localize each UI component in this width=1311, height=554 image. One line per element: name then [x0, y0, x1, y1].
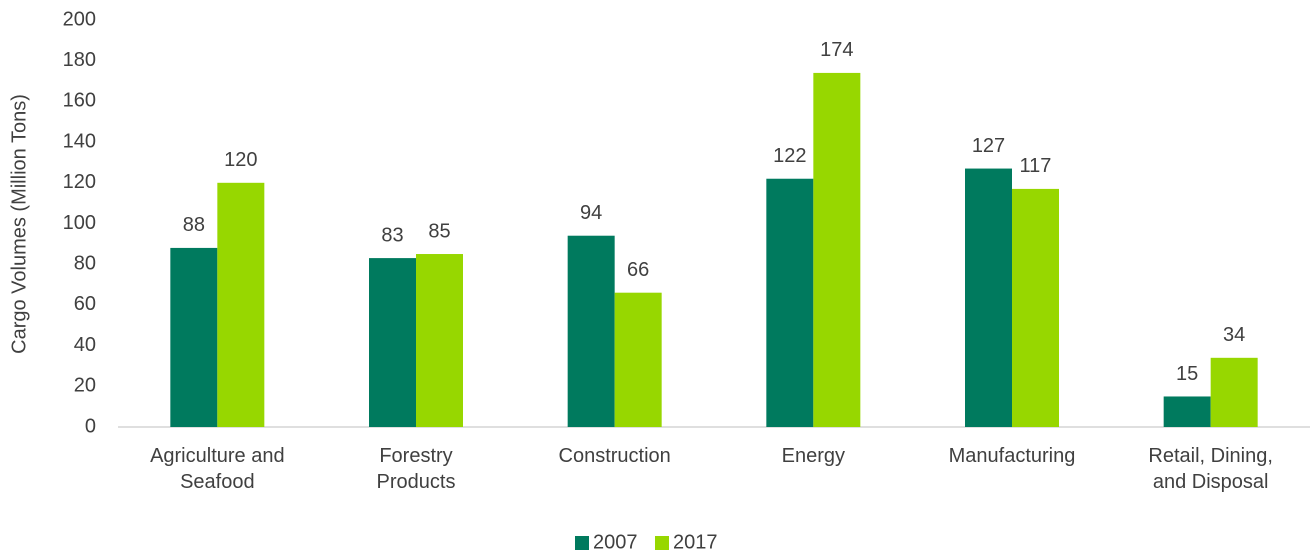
data-label: 94 [580, 202, 602, 224]
y-tick-label: 20 [74, 375, 96, 397]
data-label: 34 [1223, 324, 1245, 346]
bar [1012, 188, 1059, 427]
y-tick-label: 120 [63, 171, 96, 193]
y-tick-label: 40 [74, 334, 96, 356]
legend-swatch [575, 536, 589, 550]
x-tick-label: Retail, Dining, and Disposal [1148, 445, 1273, 493]
bar [170, 247, 218, 427]
bar [1210, 357, 1258, 427]
y-tick-label: 0 [85, 415, 96, 437]
data-label: 66 [627, 259, 649, 281]
data-label: 174 [820, 39, 853, 61]
legend-swatch [655, 536, 669, 550]
bar [217, 182, 265, 427]
data-label: 83 [381, 224, 403, 246]
data-label: 88 [183, 214, 205, 236]
data-label: 85 [428, 220, 450, 242]
y-tick-label: 140 [63, 130, 96, 152]
bar [369, 258, 416, 427]
y-tick-label: 100 [63, 212, 96, 234]
y-tick-label: 60 [74, 293, 96, 315]
data-label: 117 [1020, 155, 1052, 177]
bar [567, 235, 615, 427]
x-tick-label: Energy [782, 445, 845, 467]
bar [813, 72, 861, 427]
x-tick-label: Agriculture and Seafood [150, 445, 285, 493]
data-label: 127 [972, 135, 1005, 157]
bar [1163, 396, 1211, 427]
y-tick-label: 160 [63, 90, 96, 112]
legend-label: 2007 [593, 531, 638, 553]
y-tick-label: 80 [74, 252, 96, 274]
bar [766, 178, 814, 427]
x-tick-label: Construction [559, 445, 671, 467]
bar [614, 292, 662, 427]
data-label: 122 [773, 145, 806, 167]
data-label: 120 [224, 149, 257, 171]
y-axis-title: Cargo Volumes (Million Tons) [8, 94, 30, 354]
data-label: 15 [1176, 363, 1198, 385]
y-tick-label: 200 [63, 8, 96, 30]
x-tick-label: Forestry Products [377, 445, 456, 493]
y-tick-label: 180 [63, 49, 96, 71]
legend-label: 2017 [673, 531, 718, 553]
x-tick-label: Manufacturing [949, 445, 1076, 467]
bar [965, 168, 1012, 427]
bar [416, 254, 463, 427]
